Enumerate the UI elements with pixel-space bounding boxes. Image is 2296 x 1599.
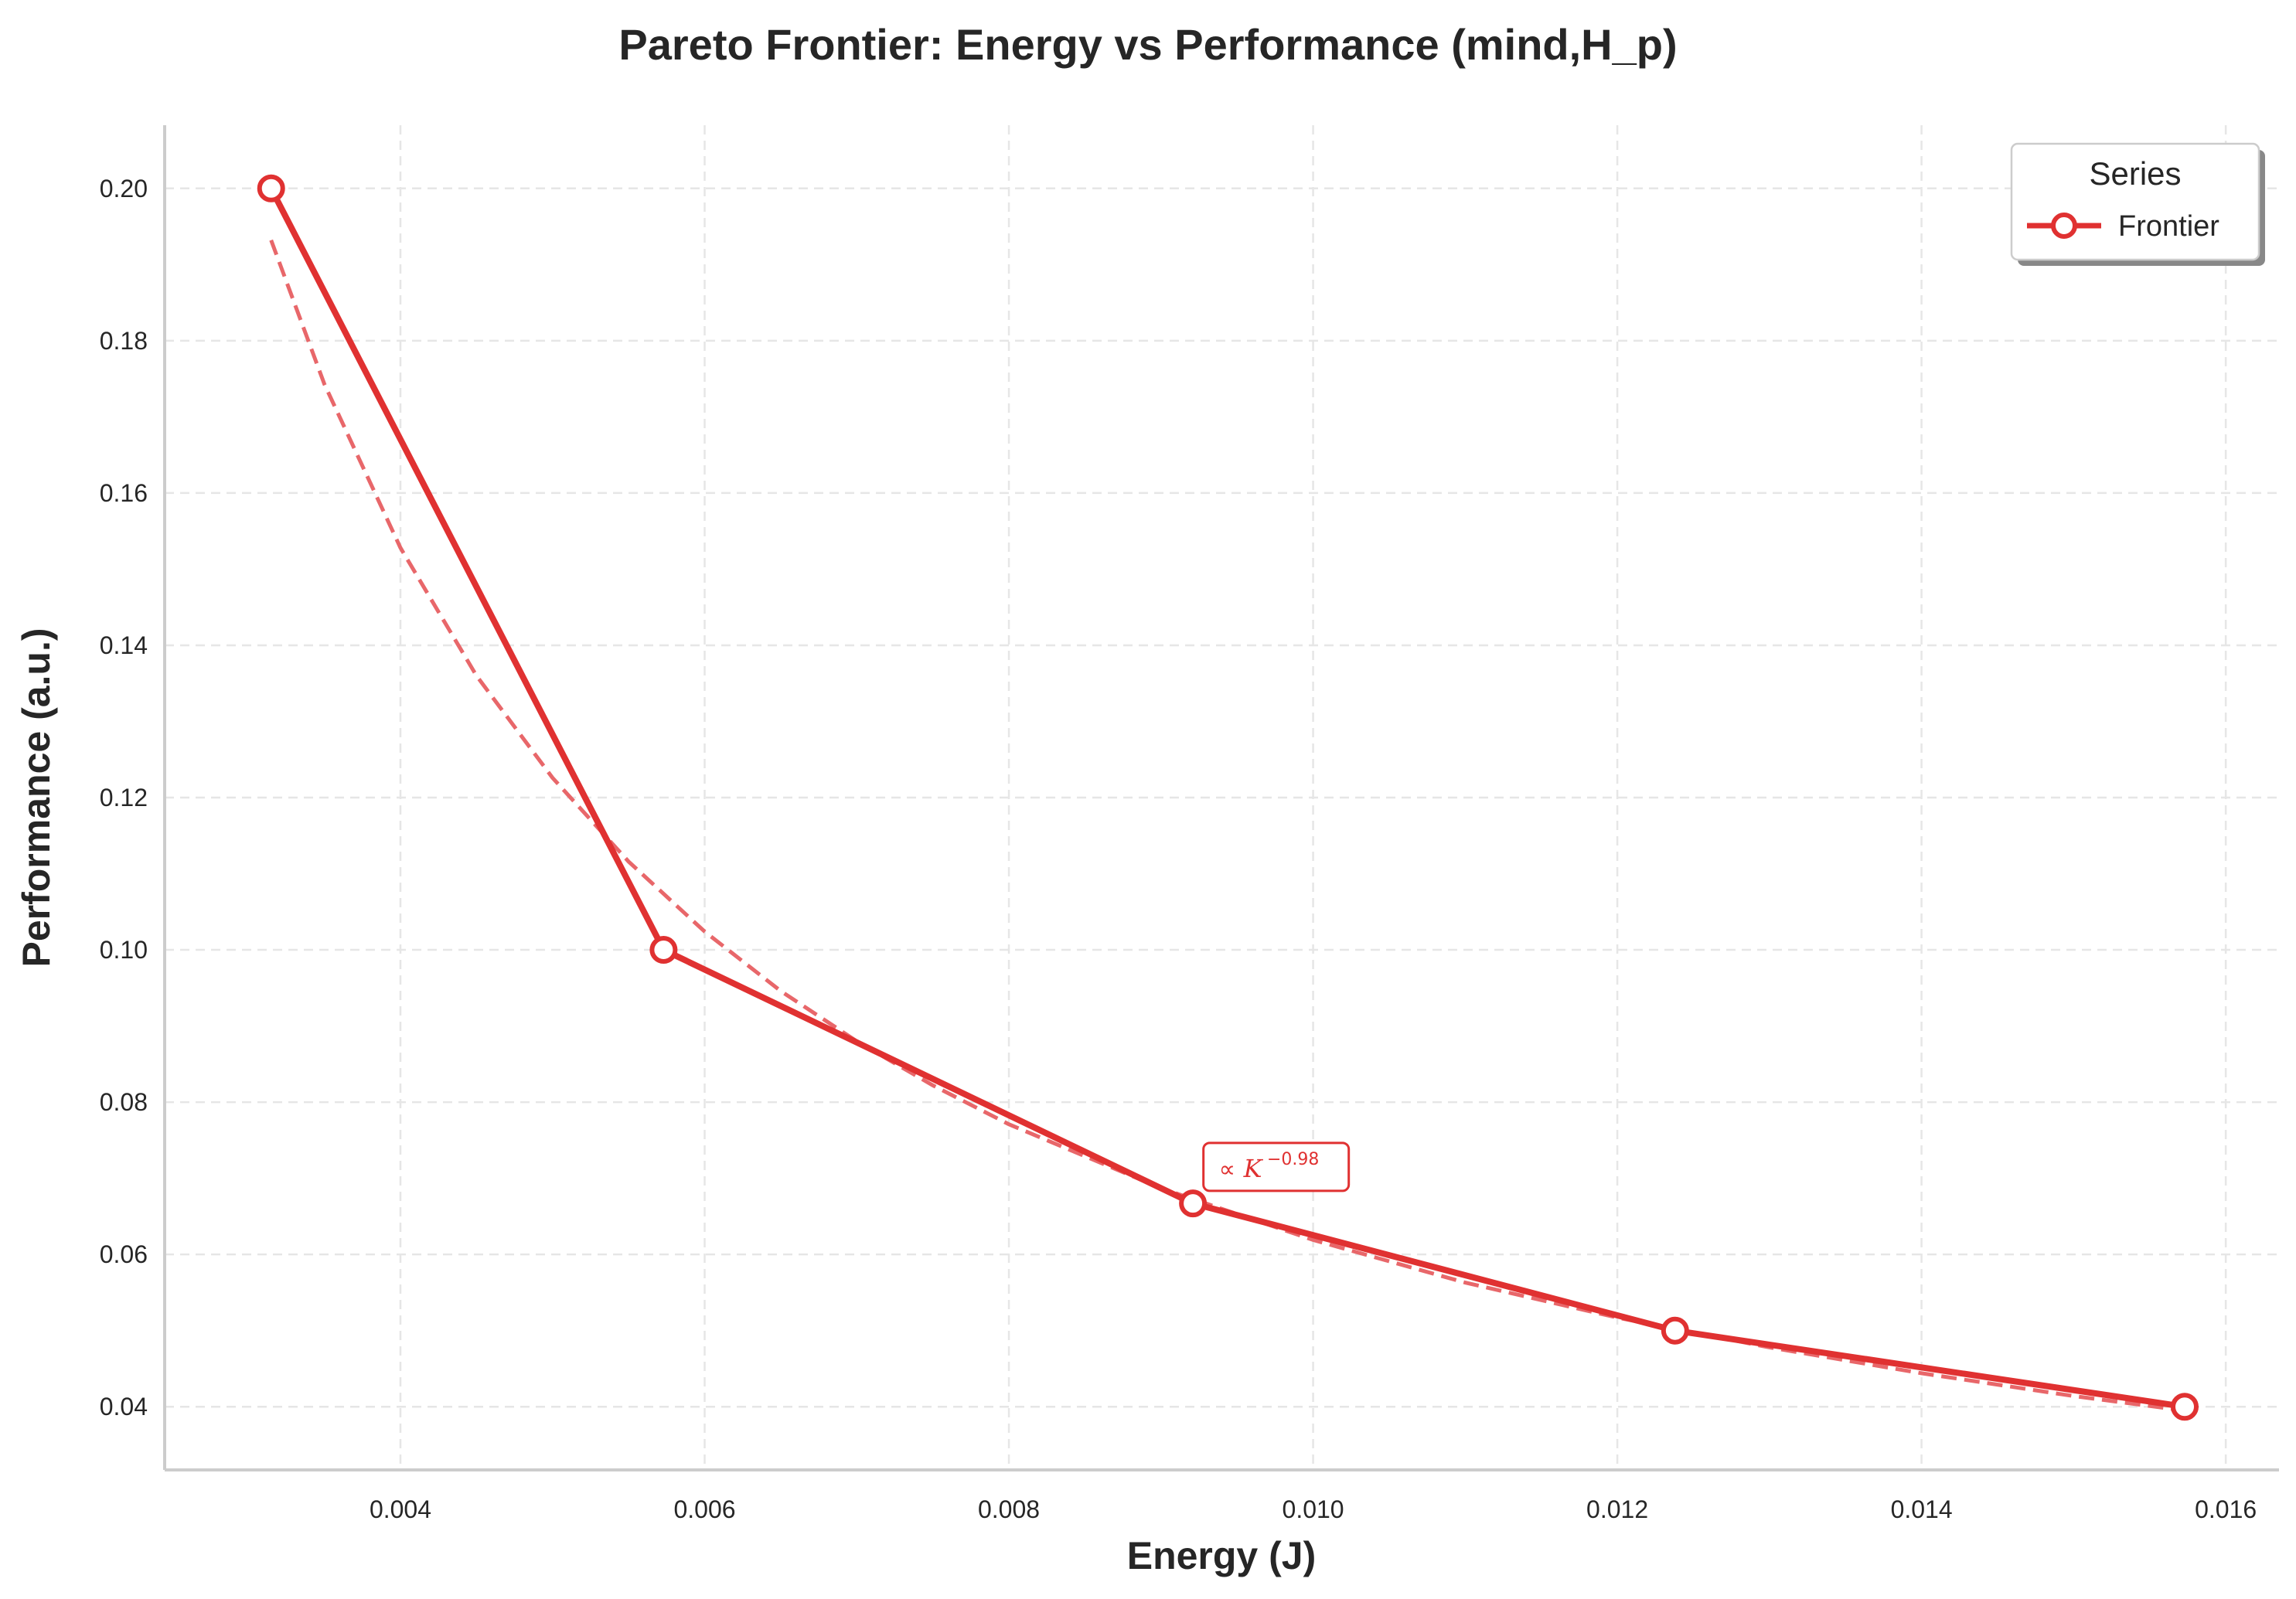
annotation-prefix: ∝ (1219, 1156, 1235, 1183)
x-tick-label: 0.016 (2195, 1495, 2257, 1523)
annotation-box (1202, 1141, 1351, 1192)
frontier-point (2171, 1393, 2199, 1421)
legend-label-frontier: Frontier (2118, 210, 2219, 243)
legend: Series Frontier (2010, 142, 2265, 266)
y-tick-label: 0.18 (100, 327, 148, 355)
annotation-exponent: −0.98 (1267, 1150, 1319, 1169)
y-tick-label: 0.12 (100, 784, 148, 811)
chart-title: Pareto Frontier: Energy vs Performance (… (618, 20, 1677, 69)
x-tick-label: 0.012 (1586, 1495, 1648, 1523)
power-law-fit-line (269, 239, 2185, 1413)
y-tick-label: 0.16 (100, 479, 148, 507)
y-tick-label: 0.10 (100, 936, 148, 964)
legend-title: Series (2089, 155, 2181, 192)
frontier-point (1661, 1316, 1689, 1345)
y-tick-label: 0.20 (100, 175, 148, 202)
y-tick-label: 0.04 (100, 1393, 148, 1420)
y-axis-label: Performance (a.u.) (15, 628, 58, 967)
x-axis-label: Energy (J) (1127, 1534, 1317, 1577)
annotation-symbol: K (1243, 1154, 1264, 1183)
y-tick-labels: 0.04 0.06 0.08 0.10 0.12 0.14 0.16 0.18 0.20 (100, 175, 148, 1420)
frontier-point (257, 174, 285, 202)
y-tick-label: 0.06 (100, 1240, 148, 1268)
x-tick-label: 0.004 (370, 1495, 431, 1523)
x-tick-labels: 0.004 0.006 0.008 0.010 0.012 0.014 0.016 (370, 1495, 2257, 1523)
x-tick-label: 0.008 (978, 1495, 1040, 1523)
y-tick-label: 0.14 (100, 631, 148, 659)
y-tick-label: 0.08 (100, 1088, 148, 1116)
x-tick-label: 0.006 (673, 1495, 735, 1523)
power-law-annotation: ∝ K −0.98 (1202, 1141, 1351, 1192)
plot-area (257, 174, 2199, 1421)
legend-marker-sample (2051, 213, 2077, 239)
frontier-point (649, 936, 678, 965)
x-tick-label: 0.014 (1891, 1495, 1953, 1523)
x-tick-label: 0.010 (1283, 1495, 1344, 1523)
frontier-point (1179, 1189, 1208, 1218)
grid-lines (165, 125, 2279, 1470)
annotation-text: ∝ K −0.98 (1219, 1150, 1320, 1183)
